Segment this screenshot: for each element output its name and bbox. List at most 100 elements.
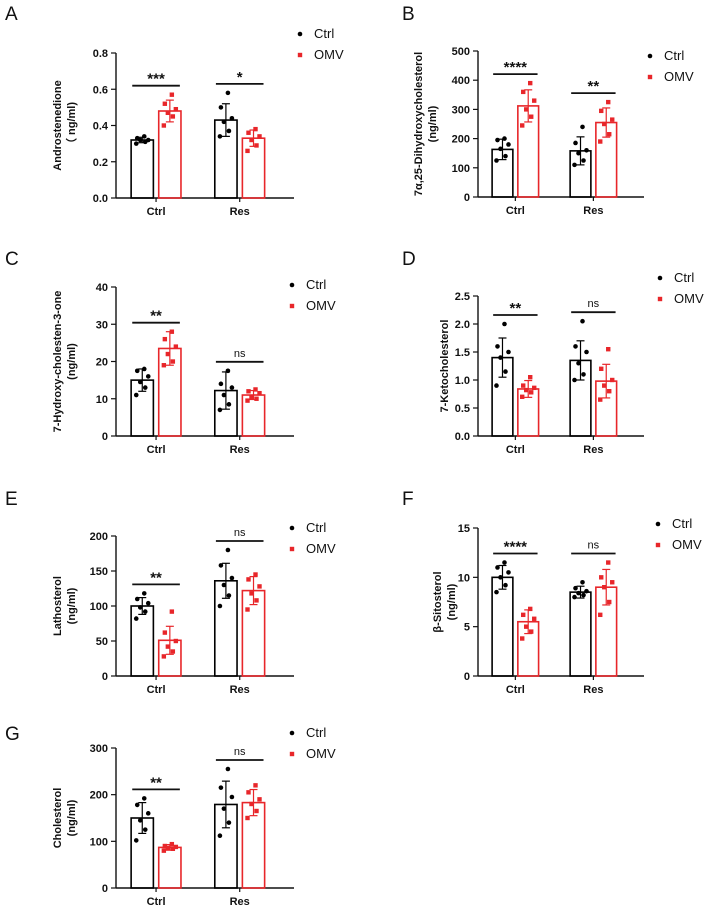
data-point bbox=[134, 368, 140, 374]
data-point bbox=[246, 389, 251, 394]
legend-marker-ctrl bbox=[289, 282, 295, 288]
data-point bbox=[165, 351, 171, 357]
bar-omv-ctrl bbox=[157, 846, 182, 889]
y-axis-label: (ng/ml) bbox=[66, 799, 78, 836]
legend-label: OMV bbox=[306, 298, 336, 313]
data-point bbox=[173, 844, 179, 850]
y-tick-label: 150 bbox=[90, 566, 108, 578]
data-point bbox=[142, 827, 148, 832]
data-point bbox=[165, 110, 171, 116]
data-point bbox=[145, 137, 151, 143]
data-point bbox=[498, 146, 503, 152]
data-point bbox=[253, 572, 258, 577]
significance-label: ** bbox=[510, 300, 522, 317]
legend-label: OMV bbox=[674, 291, 704, 306]
data-point bbox=[165, 845, 171, 851]
data-point bbox=[572, 377, 577, 383]
bar-ctrl-ctrl bbox=[130, 139, 155, 199]
significance-label: **** bbox=[504, 539, 528, 556]
data-point bbox=[169, 609, 175, 614]
y-axis-label: 7-Ketocholesterol bbox=[439, 320, 451, 413]
y-tick-label: 0 bbox=[464, 192, 470, 204]
data-point bbox=[598, 139, 603, 144]
data-point bbox=[137, 605, 143, 610]
x-category-label: Ctrl bbox=[147, 206, 166, 218]
x-category-label: Res bbox=[583, 684, 603, 696]
data-point bbox=[141, 796, 147, 801]
legend-label: OMV bbox=[672, 537, 702, 552]
data-point bbox=[524, 107, 529, 112]
data-point bbox=[221, 119, 227, 125]
legend-marker-ctrl bbox=[289, 525, 295, 531]
data-point bbox=[134, 802, 140, 808]
data-point bbox=[162, 630, 168, 635]
data-point bbox=[573, 344, 578, 349]
data-point bbox=[257, 390, 262, 396]
data-point bbox=[218, 105, 224, 110]
x-category-label: Ctrl bbox=[147, 444, 166, 456]
data-point bbox=[133, 141, 139, 146]
data-point bbox=[137, 818, 143, 823]
data-point bbox=[503, 153, 508, 159]
legend-label: Ctrl bbox=[306, 520, 326, 535]
data-point bbox=[495, 137, 500, 143]
data-point bbox=[532, 98, 537, 103]
x-category-label: Ctrl bbox=[506, 684, 525, 696]
data-point bbox=[520, 636, 525, 641]
data-point bbox=[221, 582, 227, 588]
data-point bbox=[584, 147, 589, 153]
panel-letter: G bbox=[5, 724, 20, 745]
data-point bbox=[226, 820, 232, 825]
x-category-label: Res bbox=[583, 205, 603, 217]
data-point bbox=[225, 766, 231, 772]
data-point bbox=[580, 124, 585, 130]
data-point bbox=[498, 355, 503, 360]
y-axis-label: (ng/ml) bbox=[427, 105, 439, 142]
y-tick-label: 200 bbox=[452, 134, 470, 146]
data-point bbox=[133, 838, 139, 843]
data-point bbox=[607, 132, 612, 137]
data-point bbox=[610, 377, 615, 383]
y-tick-label: 10 bbox=[458, 572, 470, 584]
data-point bbox=[607, 389, 612, 394]
y-axis-label: (ng/ml) bbox=[446, 583, 458, 620]
data-point bbox=[161, 123, 167, 128]
y-tick-label: 0 bbox=[102, 431, 108, 443]
legend-marker-omv bbox=[297, 52, 303, 58]
data-point bbox=[532, 385, 537, 391]
data-point bbox=[161, 848, 167, 853]
data-point bbox=[246, 130, 251, 135]
x-category-label: Ctrl bbox=[147, 896, 166, 906]
data-point bbox=[598, 397, 603, 402]
data-point bbox=[503, 582, 508, 588]
data-point bbox=[529, 114, 534, 119]
y-tick-label: 10 bbox=[96, 394, 108, 406]
y-tick-label: 100 bbox=[452, 163, 470, 175]
data-point bbox=[246, 577, 251, 582]
data-point bbox=[494, 158, 499, 163]
data-point bbox=[580, 318, 585, 324]
data-point bbox=[602, 383, 607, 388]
data-point bbox=[229, 794, 235, 800]
legend-marker-omv bbox=[289, 546, 295, 552]
data-point bbox=[576, 150, 581, 156]
data-point bbox=[249, 801, 254, 807]
data-point bbox=[576, 360, 581, 366]
y-tick-label: 40 bbox=[96, 282, 108, 294]
legend-marker-ctrl bbox=[657, 275, 663, 281]
y-tick-label: 0.5 bbox=[455, 403, 470, 415]
legend-label: Ctrl bbox=[306, 725, 326, 740]
data-point bbox=[498, 575, 503, 580]
data-point bbox=[134, 596, 140, 602]
legend-label: Ctrl bbox=[674, 270, 694, 285]
data-point bbox=[141, 366, 147, 372]
data-point bbox=[142, 385, 148, 390]
y-tick-label: 0.2 bbox=[93, 157, 108, 169]
legend-label: OMV bbox=[306, 541, 336, 556]
data-point bbox=[145, 811, 151, 816]
y-tick-label: 20 bbox=[96, 357, 108, 369]
data-point bbox=[246, 790, 251, 795]
data-point bbox=[599, 366, 604, 371]
data-point bbox=[581, 158, 586, 163]
y-tick-label: 0 bbox=[464, 671, 470, 683]
